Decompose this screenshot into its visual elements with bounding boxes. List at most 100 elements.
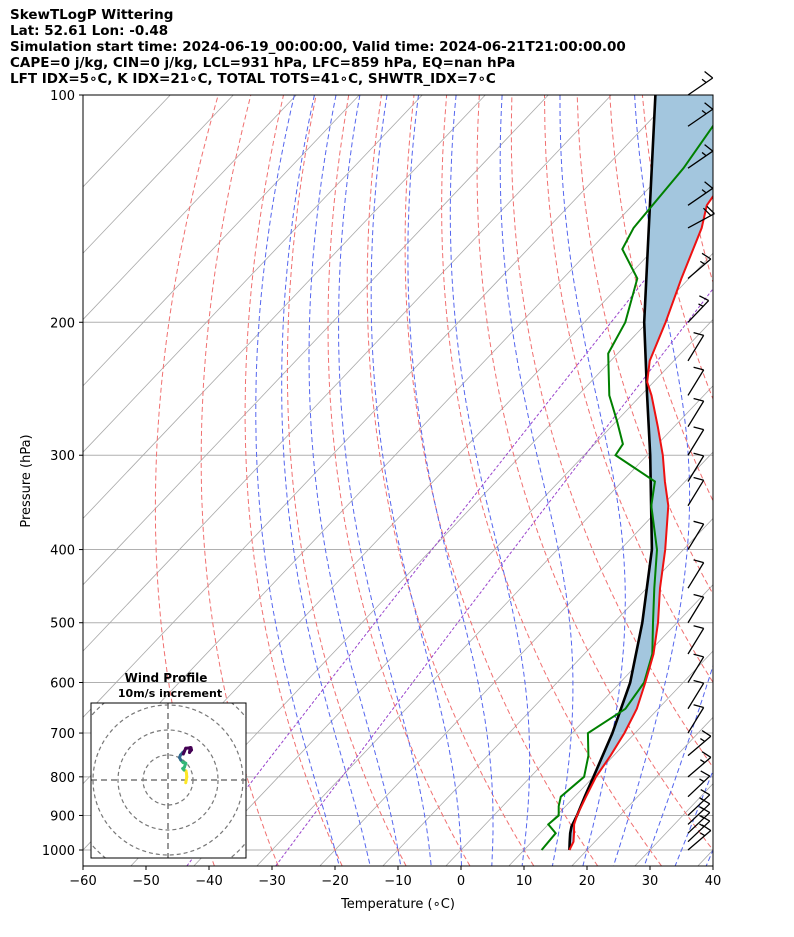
y-tick-label: 1000: [42, 844, 75, 859]
wind-barb-flag: [693, 520, 704, 525]
wind-barb: [687, 770, 711, 798]
y-tick-label: 100: [50, 89, 75, 104]
wind-barb: [687, 476, 705, 507]
wind-barb-flag: [701, 252, 712, 260]
isotherm-line: [83, 95, 612, 652]
wind-barb-flag: [693, 452, 704, 457]
wind-barb: [687, 520, 705, 550]
wind-barb: [687, 625, 705, 655]
parcel-profile-line: [568, 95, 657, 851]
hodograph-inset: Wind Profile 10m/s increment: [90, 671, 247, 859]
isotherm-line: [83, 95, 234, 254]
isotherm-line: [83, 95, 486, 520]
wind-barb-half-flag: [699, 814, 705, 819]
moist-adiabat-line: [255, 95, 340, 866]
isotherm-line: [382, 517, 713, 866]
y-tick-label: 900: [50, 809, 75, 824]
station-coordinates: Lat: 52.61 Lon: -0.48: [10, 23, 169, 39]
x-tick-label: 30: [642, 874, 659, 889]
wind-barb-half-flag: [701, 78, 707, 84]
x-tick-label: 10: [516, 874, 533, 889]
wind-barb-shaft: [687, 369, 705, 396]
wind-barb-flag: [700, 770, 711, 777]
moist-adiabat-line: [559, 95, 626, 866]
wind-barb-shaft: [687, 455, 705, 482]
wind-barb-half-flag: [699, 778, 705, 783]
wind-barb-shaft: [687, 258, 712, 279]
wind-barb-shaft: [687, 77, 714, 96]
wind-barb-flag: [693, 397, 704, 402]
cape-shading: [569, 95, 713, 850]
dry-adiabat-line: [740, 95, 794, 866]
wind-barb-shaft: [687, 707, 705, 734]
wind-barb-flag: [693, 593, 704, 598]
chart-header: SkewTLogP Wittering Lat: 52.61 Lon: -0.4…: [10, 7, 626, 87]
wind-barb-flag: [693, 679, 704, 684]
background-lines: [83, 95, 794, 866]
wind-barb: [687, 144, 714, 169]
wind-barb: [687, 426, 705, 456]
y-tick-label: 500: [50, 617, 75, 632]
x-axis-label: Temperature (∘C): [340, 897, 455, 912]
wind-barb-flag: [701, 751, 712, 758]
wind-barb-half-flag: [699, 832, 706, 837]
hodograph-frame: [90, 702, 247, 859]
dry-adiabat-line: [200, 95, 279, 866]
isotherm-line: [193, 318, 713, 866]
wind-barb: [687, 397, 705, 428]
wind-barb: [687, 593, 705, 624]
wind-barb-shaft: [687, 803, 711, 825]
wind-barb-flag: [702, 207, 712, 217]
wind-barb: [687, 559, 705, 589]
wind-barb-shaft: [687, 429, 705, 456]
moist-adiabat-line: [449, 95, 531, 866]
wind-barb: [687, 653, 705, 683]
x-tick-label: −10: [384, 874, 411, 889]
y-tick-label: 400: [50, 544, 75, 559]
x-tick-label: 0: [457, 874, 465, 889]
wind-barb-shaft: [687, 820, 711, 843]
wind-barb: [687, 815, 711, 843]
wind-barb: [687, 70, 714, 96]
moist-adiabat-line: [705, 848, 713, 866]
wind-barb-half-flag: [701, 189, 707, 194]
wind-barb: [687, 751, 712, 778]
wind-barb-shaft: [687, 300, 710, 323]
wind-barb: [687, 704, 705, 734]
x-tick-label: −30: [258, 874, 285, 889]
wind-barb-shaft: [687, 656, 705, 683]
dry-adiabat-line: [510, 95, 713, 769]
temperature-profile-line: [568, 194, 713, 851]
wind-barb: [687, 729, 712, 757]
mixing-ratio-line: [275, 288, 713, 866]
x-tick-label: 20: [579, 874, 596, 889]
wind-barb-shaft: [687, 523, 705, 550]
dry-adiabat-line: [404, 95, 599, 866]
wind-barb-half-flag: [699, 738, 706, 742]
wind-barb-flag: [693, 704, 704, 709]
isotherm-line: [130, 252, 713, 866]
wind-barb: [687, 102, 714, 127]
wind-barb: [687, 366, 705, 396]
hodograph-title: Wind Profile: [125, 671, 208, 685]
dry-adiabat-line: [327, 95, 471, 866]
isotherm-line: [445, 584, 713, 866]
wind-barb-flag: [704, 70, 714, 79]
stability-indices-1: CAPE=0 j/kg, CIN=0 j/kg, LCL=931 hPa, LF…: [10, 55, 516, 71]
wind-barb-flag: [693, 559, 704, 564]
moist-adiabat-line: [338, 95, 432, 866]
wind-barb-flag: [693, 653, 704, 658]
x-tick-label: 40: [705, 874, 722, 889]
isotherm-line: [83, 95, 360, 387]
sounding-profiles: [540, 95, 713, 851]
wind-barb-flag: [693, 476, 704, 481]
wind-barb: [687, 332, 705, 362]
wind-barb-shaft: [687, 794, 711, 816]
wind-barb: [687, 679, 705, 710]
wind-barb-flag: [693, 332, 704, 336]
moist-adiabat-line: [674, 769, 713, 866]
wind-barb-flag: [704, 181, 714, 189]
dry-adiabat-line: [576, 95, 713, 596]
wind-barb-shaft: [687, 334, 705, 362]
dry-adiabat-line: [366, 95, 535, 866]
